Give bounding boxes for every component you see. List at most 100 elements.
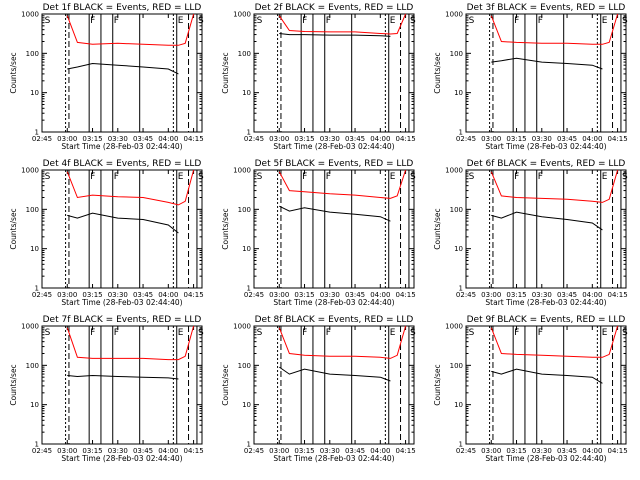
x-tick-label: 02:45 <box>456 135 476 143</box>
marker-label: F <box>302 16 307 26</box>
marker-label: F <box>90 328 95 338</box>
y-tick-label: 10 <box>242 89 251 97</box>
x-tick-label: 03:00 <box>269 447 289 455</box>
panel-title: Det 2f BLACK = Events, RED = LLD <box>255 3 414 13</box>
x-tick-label: 03:30 <box>108 135 128 143</box>
marker-label: S <box>622 16 628 26</box>
panel-title: Det 1f BLACK = Events, RED = LLD <box>43 3 202 13</box>
marker-label: S <box>469 16 475 26</box>
x-tick-label: 04:15 <box>607 291 627 299</box>
x-tick-label: 03:15 <box>82 291 102 299</box>
events-series-line <box>67 62 179 75</box>
x-tick-label: 03:15 <box>506 135 526 143</box>
y-tick-label: 100 <box>26 362 39 370</box>
x-tick-label: 03:30 <box>108 291 128 299</box>
y-tick-label: 10 <box>30 89 39 97</box>
x-axis-label: Start Time (28-Feb-03 02:44:40) <box>61 298 182 307</box>
y-axis-label: Counts/sec <box>433 364 442 405</box>
marker-label: S <box>257 16 263 26</box>
marker-label: E <box>390 16 396 26</box>
x-tick-label: 03:30 <box>108 447 128 455</box>
x-tick-label: 04:15 <box>183 135 203 143</box>
lld-series-line <box>66 13 195 46</box>
x-tick-label: 03:30 <box>532 291 552 299</box>
panel-title: Det 8f BLACK = Events, RED = LLD <box>255 315 414 325</box>
y-tick-label: 1 <box>247 129 251 137</box>
marker-label: S <box>257 172 263 182</box>
x-tick-label: 03:45 <box>133 447 153 455</box>
x-tick-label: 03:00 <box>57 135 77 143</box>
marker-label: E <box>178 172 184 182</box>
marker-label: S <box>45 172 51 182</box>
x-tick-label: 03:00 <box>481 135 501 143</box>
events-series-line <box>491 368 603 384</box>
marker-label: S <box>45 328 51 338</box>
y-tick-label: 1000 <box>233 11 251 19</box>
marker-label: E <box>390 172 396 182</box>
x-tick-label: 03:15 <box>294 291 314 299</box>
y-tick-label: 1 <box>459 129 463 137</box>
x-tick-label: 04:00 <box>370 291 390 299</box>
y-tick-label: 1 <box>459 441 463 449</box>
events-series-line <box>279 366 391 382</box>
y-tick-label: 1 <box>247 441 251 449</box>
y-tick-label: 10 <box>242 245 251 253</box>
x-tick-label: 03:45 <box>345 135 365 143</box>
detector-panel: Det 2f BLACK = Events, RED = LLD 02:45 03:… <box>221 3 416 151</box>
x-axis-label: Start Time (28-Feb-03 02:44:40) <box>485 298 606 307</box>
detector-panel: Det 8f BLACK = Events, RED = LLD 02:45 03:… <box>221 315 416 463</box>
x-tick-label: 03:30 <box>532 447 552 455</box>
marker-label: F <box>514 16 519 26</box>
y-tick-label: 1 <box>35 441 39 449</box>
x-tick-label: 02:45 <box>244 447 264 455</box>
x-tick-label: 03:45 <box>133 135 153 143</box>
x-tick-label: 03:00 <box>269 135 289 143</box>
x-tick-label: 03:45 <box>133 291 153 299</box>
x-tick-label: 04:00 <box>582 447 602 455</box>
x-tick-label: 03:15 <box>82 135 102 143</box>
x-tick-label: 03:30 <box>320 291 340 299</box>
x-tick-label: 03:30 <box>320 135 340 143</box>
marker-label: E <box>178 16 184 26</box>
marker-label: E <box>602 328 608 338</box>
x-tick-label: 03:00 <box>269 291 289 299</box>
y-axis-label: Counts/sec <box>433 52 442 93</box>
x-tick-label: 04:00 <box>158 291 178 299</box>
x-tick-label: 03:00 <box>57 291 77 299</box>
y-tick-label: 100 <box>450 206 463 214</box>
marker-label: S <box>257 328 263 338</box>
lld-series-line <box>490 13 619 45</box>
lld-series-line <box>278 169 407 199</box>
x-tick-label: 03:30 <box>320 447 340 455</box>
lld-series-line <box>278 13 407 35</box>
plot-frame <box>41 169 203 289</box>
lld-series-line <box>278 325 407 359</box>
marker-label: E <box>602 16 608 26</box>
marker-label: S <box>410 172 416 182</box>
y-tick-label: 100 <box>238 50 251 58</box>
marker-label: F <box>302 328 307 338</box>
events-series-line <box>67 212 179 234</box>
x-axis-label: Start Time (28-Feb-03 02:44:40) <box>485 142 606 151</box>
x-tick-label: 03:45 <box>345 291 365 299</box>
x-tick-label: 04:15 <box>395 291 415 299</box>
plot-frame <box>253 13 415 133</box>
marker-label: S <box>410 16 416 26</box>
x-tick-label: 04:15 <box>395 135 415 143</box>
marker-label: S <box>198 328 204 338</box>
lld-series-line <box>66 325 195 361</box>
marker-label: S <box>469 172 475 182</box>
plot-frame <box>465 325 627 445</box>
plot-frame <box>465 13 627 133</box>
detector-panel: Det 9f BLACK = Events, RED = LLD 02:45 03:… <box>433 315 628 463</box>
y-tick-label: 10 <box>454 89 463 97</box>
x-axis-label: Start Time (28-Feb-03 02:44:40) <box>273 142 394 151</box>
plot-frame <box>41 325 203 445</box>
panel-title: Det 7f BLACK = Events, RED = LLD <box>43 315 202 325</box>
x-tick-label: 03:45 <box>557 447 577 455</box>
detector-panel: Det 5f BLACK = Events, RED = LLD 02:45 03:… <box>221 159 416 307</box>
x-axis-label: Start Time (28-Feb-03 02:44:40) <box>485 454 606 463</box>
x-axis-label: Start Time (28-Feb-03 02:44:40) <box>61 454 182 463</box>
plot-frame <box>253 325 415 445</box>
